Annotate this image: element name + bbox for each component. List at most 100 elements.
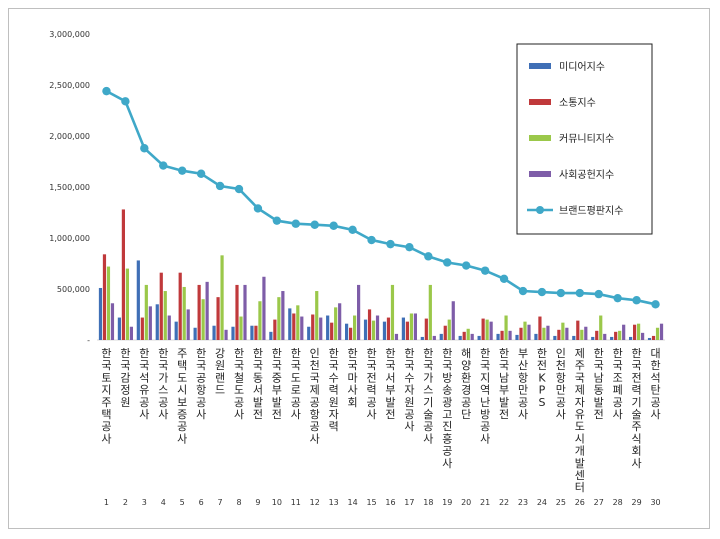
bar-2-1 — [102, 254, 107, 340]
bar-4-25 — [565, 327, 569, 340]
bar-3-16 — [390, 284, 395, 340]
category-index-22: 22 — [499, 498, 509, 507]
legend-swatch-marker-5 — [536, 206, 544, 214]
bar-3-6 — [201, 299, 205, 340]
category-index-15: 15 — [366, 498, 376, 507]
bar-2-6 — [197, 284, 201, 340]
bar-2-28 — [614, 331, 618, 340]
bar-3-24 — [542, 327, 546, 340]
brand-index-point-5 — [178, 166, 187, 175]
brand-index-point-21 — [480, 266, 490, 275]
bar-2-14 — [349, 327, 353, 340]
category-index-21: 21 — [480, 498, 490, 507]
bar-1-1 — [98, 287, 103, 340]
brand-index-point-15 — [367, 235, 376, 245]
brand-index-point-1 — [102, 86, 111, 96]
bar-2-16 — [386, 317, 391, 340]
bar-4-30 — [659, 323, 664, 340]
bar-1-11 — [288, 308, 292, 340]
bar-2-13 — [330, 322, 334, 340]
bar-4-11 — [300, 316, 304, 340]
bar-3-14 — [353, 315, 357, 340]
category-index-6: 6 — [199, 498, 204, 507]
bar-1-29 — [629, 336, 633, 340]
category-index-27: 27 — [594, 498, 604, 507]
bar-2-21 — [481, 318, 485, 340]
y-tick-label: 2,000,000 — [49, 132, 90, 141]
brand-index-point-27 — [594, 289, 603, 299]
brand-index-point-9 — [253, 204, 263, 213]
brand-index-point-23 — [518, 286, 528, 296]
bar-1-3 — [136, 260, 140, 340]
brand-index-point-25 — [556, 288, 566, 298]
bar-4-12 — [319, 317, 323, 340]
bar-2-25 — [557, 329, 561, 340]
category-index-24: 24 — [537, 498, 547, 507]
category-index-13: 13 — [329, 498, 339, 507]
category-index-23: 23 — [518, 498, 528, 507]
bar-2-15 — [367, 309, 372, 340]
category-index-17: 17 — [404, 498, 414, 507]
y-tick-label: 1,000,000 — [49, 234, 90, 243]
bar-4-29 — [641, 332, 645, 340]
bar-4-2 — [129, 326, 133, 340]
bar-2-12 — [311, 314, 315, 340]
bar-1-6 — [193, 327, 197, 340]
bar-1-7 — [212, 325, 216, 340]
legend-label-1: 미디어지수 — [559, 61, 605, 73]
category-index-8: 8 — [236, 498, 241, 507]
bar-1-13 — [326, 315, 330, 340]
bar-1-4 — [155, 304, 159, 340]
legend-label-4: 사회공헌지수 — [559, 169, 614, 181]
category-index-11: 11 — [291, 498, 301, 507]
brand-index-point-16 — [386, 239, 395, 249]
bar-1-24 — [534, 333, 538, 340]
bar-1-14 — [345, 323, 349, 340]
bar-4-17 — [413, 313, 417, 340]
bar-4-26 — [584, 326, 588, 340]
brand-index-point-7 — [215, 181, 225, 191]
legend-swatch-2 — [529, 99, 551, 105]
bar-1-15 — [363, 319, 368, 340]
bar-2-7 — [216, 297, 220, 340]
bar-4-20 — [470, 333, 474, 340]
bar-1-8 — [231, 326, 235, 340]
brand-index-point-2 — [121, 97, 130, 106]
bar-2-11 — [292, 313, 296, 340]
bar-3-23 — [523, 321, 527, 340]
bar-1-20 — [458, 335, 462, 340]
bar-1-18 — [420, 336, 424, 340]
category-index-19: 19 — [442, 498, 452, 507]
bar-4-4 — [167, 315, 171, 340]
bar-3-9 — [258, 301, 262, 340]
brand-index-point-19 — [443, 258, 452, 267]
category-index-9: 9 — [255, 498, 260, 507]
bar-4-13 — [338, 303, 342, 340]
bar-3-25 — [561, 322, 565, 340]
bar-4-3 — [148, 306, 152, 340]
brand-index-point-6 — [196, 169, 206, 178]
bar-3-30 — [655, 327, 660, 340]
bar-1-2 — [117, 317, 121, 340]
bar-4-22 — [508, 330, 512, 340]
bar-2-17 — [405, 321, 409, 340]
bar-3-26 — [580, 329, 584, 340]
bar-2-18 — [424, 318, 428, 340]
legend-label-3: 커뮤니티지수 — [559, 133, 614, 145]
category-index-14: 14 — [348, 498, 358, 507]
bar-3-22 — [504, 315, 508, 340]
bar-1-16 — [382, 321, 387, 340]
category-index-7: 7 — [218, 498, 223, 507]
